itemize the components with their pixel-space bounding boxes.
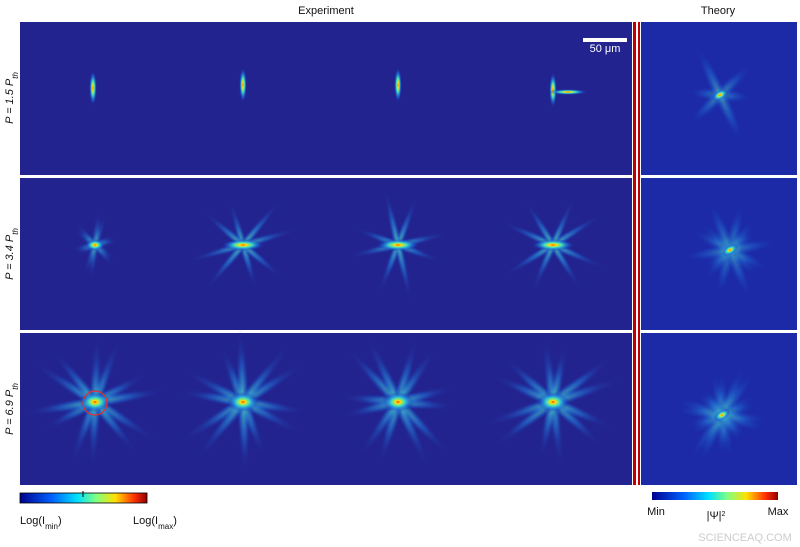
row-label: P = 6.9 Pth — [4, 383, 20, 435]
label-part: ) — [58, 515, 62, 527]
spot — [531, 239, 575, 251]
spot — [537, 392, 569, 412]
scale-bar — [583, 38, 627, 42]
label-sup: 2 — [722, 511, 726, 518]
row-label-sub: th — [11, 383, 20, 390]
spot — [239, 67, 247, 103]
colorbar-label: |Ψ|2 — [707, 510, 726, 522]
row-label-text: P = 3.4 P — [4, 234, 16, 280]
separator — [638, 22, 640, 485]
spot — [376, 239, 420, 251]
marker-circle — [82, 390, 108, 416]
spot — [221, 239, 265, 251]
label-part: Log(I — [20, 515, 45, 527]
experiment-title: Experiment — [298, 5, 354, 17]
watermark: SCIENCEAQ.COM — [698, 532, 792, 544]
spot — [548, 89, 588, 95]
colorbar-max-label: Log(Imax) — [133, 515, 177, 531]
spot — [89, 70, 97, 106]
row-label: P = 1.5 Pth — [4, 72, 20, 124]
colorbar-min-label: Min — [647, 506, 665, 518]
row-label-text: P = 6.9 P — [4, 389, 16, 435]
label-part: ) — [173, 515, 177, 527]
theory-colorbar — [652, 492, 778, 500]
spot — [549, 72, 557, 108]
row-label-sub: th — [11, 72, 20, 79]
row-label: P = 3.4 Pth — [4, 228, 20, 280]
spot — [227, 392, 259, 412]
separator — [633, 22, 636, 485]
panels — [20, 22, 797, 485]
colorbar-max-label: Max — [768, 506, 789, 518]
row-label-text: P = 1.5 P — [4, 78, 16, 124]
spot — [713, 408, 731, 422]
label-part: |Ψ| — [707, 510, 722, 522]
spot — [382, 392, 414, 412]
row-divider — [20, 175, 797, 178]
spot — [394, 67, 402, 103]
label-sub: max — [158, 522, 173, 531]
spot — [85, 239, 105, 251]
spot — [79, 392, 111, 412]
spot — [721, 243, 739, 257]
scale-bar-label: 50 μm — [590, 43, 621, 55]
row-label-sub: th — [11, 228, 20, 235]
colorbar-min-label: Log(Imin) — [20, 515, 62, 531]
label-sub: min — [45, 522, 58, 531]
row-divider — [20, 330, 797, 333]
label-part: Log(I — [133, 515, 158, 527]
spot — [711, 88, 729, 102]
theory-title: Theory — [701, 5, 736, 17]
experiment-panel — [20, 22, 632, 175]
